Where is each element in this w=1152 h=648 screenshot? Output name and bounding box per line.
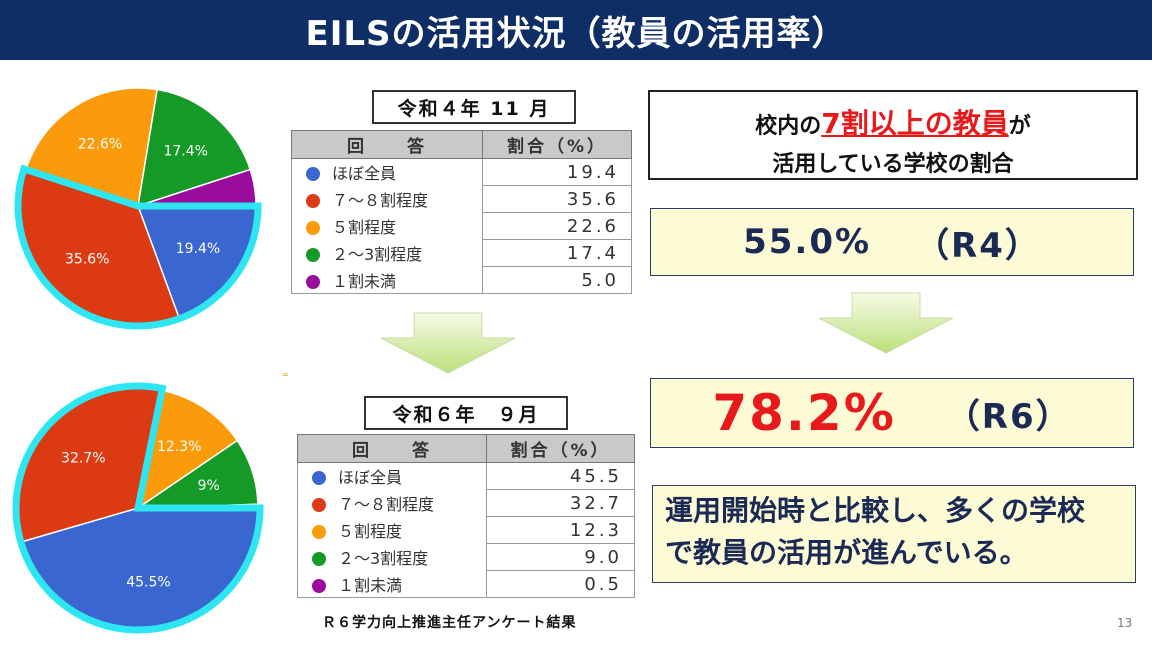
row-value: 12.3 — [486, 516, 635, 544]
row-label: ７～８割程度 — [291, 185, 483, 213]
row-value: 35.6 — [482, 185, 632, 213]
row-label: １割未満 — [291, 266, 483, 294]
pie-data-label: 32.7% — [61, 451, 105, 467]
row-label: ２～3割程度 — [291, 239, 483, 267]
row-value: 5.0 — [482, 266, 632, 294]
question-line2: 活用している学校の割合 — [772, 152, 1014, 177]
header-ratio: 割合（%） — [486, 434, 635, 463]
conclusion-line2: で教員の活用が進んでいる。 — [665, 536, 1028, 569]
result-r4-value: 55.0% — [743, 222, 872, 262]
source-note: Ｒ６学力向上推進主任アンケート結果 — [322, 615, 577, 631]
table-title-r4: 令和４年 11 月 — [372, 90, 576, 124]
question-line1: 校内の7割以上の教員が — [755, 107, 1031, 140]
pie-data-label: 19.4% — [176, 241, 220, 257]
table-row: １割未満 5.0 — [291, 266, 632, 294]
pie-data-label: 22.6% — [78, 137, 122, 153]
legend-dot-icon — [312, 552, 326, 566]
table-row: ５割程度 22.6 — [291, 212, 632, 240]
legend-dot-icon — [306, 248, 320, 262]
pie-data-label: 35.6% — [65, 252, 109, 268]
row-label: ７～８割程度 — [297, 489, 487, 517]
highlight-outline — [12, 382, 264, 634]
pie-chart-r6: 45.5% 32.7% 12.3% 9% — [12, 382, 264, 634]
legend-dot-icon — [312, 525, 326, 539]
pie-data-label: 45.5% — [126, 575, 170, 591]
header-answer: 回 答 — [297, 434, 487, 463]
result-r6-box: 78.2% （R6） — [650, 378, 1134, 448]
row-value: 9.0 — [486, 543, 635, 571]
pie-data-label: 9% — [198, 478, 220, 494]
row-label: ５割程度 — [291, 212, 483, 240]
row-value: 0.5 — [486, 570, 635, 598]
slide-title: EILSの活用状況（教員の活用率） — [0, 0, 1152, 60]
question-box: 校内の7割以上の教員が 活用している学校の割合 — [648, 90, 1138, 180]
result-r4-box: 55.0% （R4） — [650, 208, 1134, 276]
pie-slice-20-30 — [137, 88, 252, 208]
row-value: 22.6 — [482, 212, 632, 240]
result-r6-tag: （R6） — [945, 396, 1072, 437]
legend-dot-icon — [306, 167, 320, 182]
table-row: １割未満 0.5 — [297, 570, 635, 598]
row-value: 19.4 — [482, 158, 632, 186]
conclusion-line1: 運用開始時と比較し、多くの学校 — [665, 494, 1086, 527]
header-ratio: 割合（%） — [482, 130, 632, 159]
question-highlight: 7割以上の教員 — [821, 107, 1009, 140]
pie-data-label: 17.4% — [163, 144, 207, 160]
header-answer: 回 答 — [291, 130, 483, 159]
legend-dot-icon — [306, 194, 320, 208]
table-row: ほぼ全員 19.4 — [291, 158, 632, 186]
pie-data-label: 12.3% — [157, 439, 201, 455]
pie-slice-50 — [136, 389, 239, 510]
row-value: 45.5 — [486, 462, 635, 490]
highlight-outline — [14, 164, 262, 330]
row-label: ほぼ全員 — [291, 158, 483, 186]
row-label: ２～3割程度 — [297, 543, 487, 571]
row-value: 17.4 — [482, 239, 632, 267]
table-row: ２～3割程度 9.0 — [297, 543, 635, 571]
table-row: ほぼ全員 45.5 — [297, 462, 635, 490]
result-r6-value: 78.2% — [712, 384, 896, 442]
table-row: ７～８割程度 32.7 — [297, 489, 635, 517]
table-title-r6: 令和６年 ９月 — [364, 396, 568, 430]
legend-dot-icon — [306, 274, 320, 289]
conclusion-box: 運用開始時と比較し、多くの学校 で教員の活用が進んでいる。 — [652, 485, 1136, 583]
legend-dot-icon — [312, 471, 326, 486]
pie-slice-50 — [24, 87, 159, 207]
pie-chart-r4: 19.4% 35.6% 22.6% 17.4% — [14, 87, 262, 330]
legend-dot-icon — [312, 578, 326, 593]
row-label: ５割程度 — [297, 516, 487, 544]
stray-mark: = — [282, 370, 289, 379]
results-table-r6: 回 答 割合（%） ほぼ全員 45.5 ７～８割程度 32.7 ５割程度 12.3 ２～3割… — [297, 434, 635, 598]
row-label: １割未満 — [297, 570, 487, 598]
legend-dot-icon — [306, 221, 320, 235]
table-row: ５割程度 12.3 — [297, 516, 635, 544]
down-arrow-icon — [818, 292, 954, 354]
row-label: ほぼ全員 — [297, 462, 487, 490]
row-value: 32.7 — [486, 489, 635, 517]
results-table-r4: 回 答 割合（%） ほぼ全員 19.4 ７～８割程度 35.6 ５割程度 22.6 ２～3割… — [291, 130, 632, 294]
down-arrow-icon — [380, 312, 516, 374]
table-row: ２～3割程度 17.4 — [291, 239, 632, 267]
page-number: 13 — [1117, 616, 1133, 630]
table-row: ７～８割程度 35.6 — [291, 185, 632, 213]
legend-dot-icon — [312, 498, 326, 512]
result-r4-tag: （R4） — [915, 225, 1041, 266]
